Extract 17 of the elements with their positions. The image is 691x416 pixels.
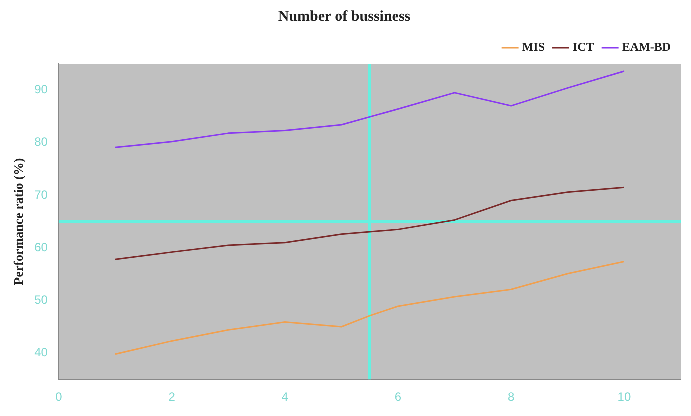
x-tick-label: 2 xyxy=(168,390,176,404)
y-tick-label: 60 xyxy=(34,240,48,254)
x-tick-label: 8 xyxy=(508,390,516,404)
y-tick-label: 70 xyxy=(34,188,48,202)
legend-label: MIS xyxy=(522,40,546,54)
x-tick-label: 0 xyxy=(56,390,63,404)
y-axis-title: Performance ratio (%) xyxy=(11,158,26,286)
y-tick-label: 40 xyxy=(34,346,48,360)
chart-title: Number of bussiness xyxy=(278,8,411,25)
legend-label: EAM-BD xyxy=(622,40,672,54)
legend-label: ICT xyxy=(573,40,594,54)
x-tick-label: 10 xyxy=(618,390,632,404)
x-tick-label: 4 xyxy=(282,390,289,404)
y-tick-label: 50 xyxy=(34,293,48,308)
y-tick-label: 80 xyxy=(34,135,48,150)
x-tick-label: 6 xyxy=(394,390,402,404)
y-tick-label: 90 xyxy=(34,82,48,97)
